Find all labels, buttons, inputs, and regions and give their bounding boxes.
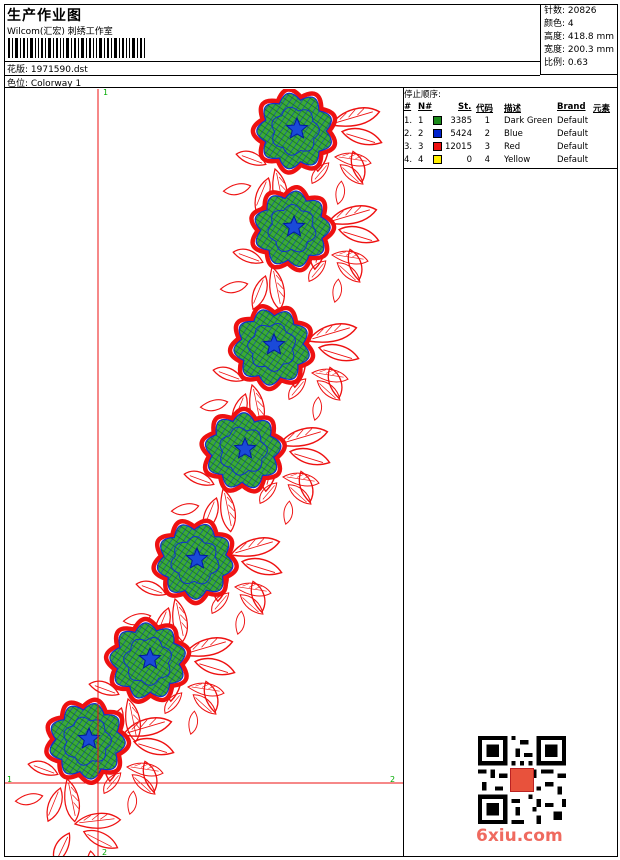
code-cell: 1 xyxy=(484,116,490,126)
color-swatch xyxy=(433,116,442,125)
inner-petals xyxy=(271,106,320,156)
stitch-count-cell: 3385 xyxy=(450,116,472,126)
stitch-count-cell: 5424 xyxy=(450,129,472,139)
brand-cell: Default xyxy=(557,129,589,139)
description-cell: Blue xyxy=(504,129,523,139)
design-width: 宽度: 200.3 mm xyxy=(544,45,615,55)
panel-divider xyxy=(403,88,404,857)
table-row: 1. 1 3385 1 Dark Green Default xyxy=(404,116,618,129)
color-count: 颜色: 4 xyxy=(544,19,574,29)
axis-label-right: 2 xyxy=(390,775,395,784)
code-cell: 2 xyxy=(484,129,490,139)
design-stats: 针数: 20826 颜色: 4 高度: 418.8 mm 宽度: 200.3 m… xyxy=(540,4,618,74)
color-swatch xyxy=(433,155,442,164)
axis-label-top: 1 xyxy=(103,89,108,97)
page-title: 生产作业图 xyxy=(7,8,82,24)
code-cell: 4 xyxy=(484,155,490,165)
qr-code xyxy=(478,736,566,824)
column-header: St. xyxy=(458,102,472,112)
design-height: 高度: 418.8 mm xyxy=(544,32,615,42)
brand-cell: Default xyxy=(557,116,589,126)
flower-motif xyxy=(74,616,236,745)
inner-petals xyxy=(63,716,112,766)
stop-index: 1. xyxy=(404,116,413,126)
design-scale: 比例: 0.63 xyxy=(544,58,588,68)
colorway-label: 色位: Colorway 1 xyxy=(7,79,82,89)
flower-motif xyxy=(221,89,383,215)
flower-center xyxy=(285,116,309,139)
table-row: 4. 4 0 4 Yellow Default xyxy=(404,155,618,168)
flower-center xyxy=(233,436,257,459)
flower-motifs xyxy=(13,89,383,856)
stitch-count-cell: 12015 xyxy=(444,142,472,152)
divider xyxy=(540,74,618,75)
stitch-count-cell: 0 xyxy=(466,155,472,165)
divider xyxy=(4,61,540,62)
table-row: 2. 2 5424 2 Blue Default xyxy=(404,129,618,142)
divider xyxy=(404,168,618,169)
column-header: 描述 xyxy=(504,104,522,114)
flower-center xyxy=(138,646,162,669)
needle-number: 2 xyxy=(418,129,424,139)
inner-petals xyxy=(247,322,296,372)
color-swatch xyxy=(433,142,442,151)
software-subtitle: Wilcom(汇宏) 刺绣工作室 xyxy=(7,27,113,37)
flower-center xyxy=(262,332,286,355)
column-header: 代码 xyxy=(476,104,494,114)
flower-center xyxy=(77,726,101,749)
stop-index: 3. xyxy=(404,142,413,152)
inner-petals xyxy=(123,637,172,686)
code-cell: 3 xyxy=(484,142,490,152)
embroidery-design-preview: 1 2 1 2 xyxy=(5,89,403,856)
inner-petals xyxy=(219,426,268,476)
needle-number: 4 xyxy=(418,155,424,165)
flower-motif xyxy=(169,406,331,535)
inner-petals xyxy=(170,536,220,585)
seal-stamp-icon xyxy=(510,768,534,792)
color-swatch xyxy=(433,129,442,138)
column-header: N# xyxy=(418,102,433,112)
stop-sequence-title: 停止顺序: xyxy=(404,90,441,100)
page-frame xyxy=(4,4,618,857)
description-cell: Dark Green xyxy=(504,116,553,126)
stop-index: 4. xyxy=(404,155,413,165)
brand-cell: Default xyxy=(557,142,589,152)
table-row: 3. 3 12015 3 Red Default xyxy=(404,142,618,155)
needle-number: 1 xyxy=(418,116,424,126)
needle-number: 3 xyxy=(418,142,424,152)
inner-petals xyxy=(267,204,317,253)
leaf-spray xyxy=(49,805,124,856)
column-header: 元素 xyxy=(593,104,611,114)
description-cell: Yellow xyxy=(504,155,531,165)
axis-label-left: 1 xyxy=(7,775,12,784)
column-header: # xyxy=(404,102,412,112)
flower-motif xyxy=(13,697,175,825)
watermark-text: 6xiu.com xyxy=(476,826,563,846)
barcode xyxy=(8,38,145,58)
design-file-label: 花版: 1971590.dst xyxy=(7,65,88,75)
stop-index: 2. xyxy=(404,129,413,139)
flower-motif xyxy=(121,518,283,645)
flower-center xyxy=(185,546,209,569)
description-cell: Red xyxy=(504,142,521,152)
column-header: Brand xyxy=(557,102,586,112)
flower-center xyxy=(282,214,306,237)
brand-cell: Default xyxy=(557,155,589,165)
header: 生产作业图 Wilcom(汇宏) 刺绣工作室 花版: 1971590.dst xyxy=(4,4,618,89)
flower-motif xyxy=(218,185,380,313)
axis-label-bottom: 2 xyxy=(102,848,107,856)
divider xyxy=(4,75,540,76)
stitch-count: 针数: 20826 xyxy=(544,6,597,16)
flower-motif xyxy=(198,304,360,431)
